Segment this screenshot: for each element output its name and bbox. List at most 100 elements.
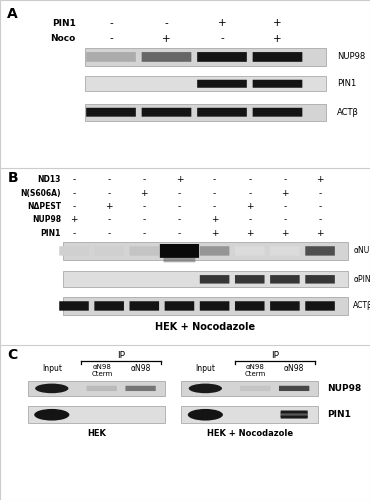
Text: PIN1: PIN1 xyxy=(337,79,356,88)
Text: +: + xyxy=(281,188,289,198)
Text: -: - xyxy=(109,18,113,28)
Text: B: B xyxy=(7,171,18,185)
Text: NUP98: NUP98 xyxy=(337,52,365,62)
FancyBboxPatch shape xyxy=(142,52,191,62)
Text: +: + xyxy=(211,216,218,224)
FancyBboxPatch shape xyxy=(305,246,335,256)
FancyBboxPatch shape xyxy=(94,301,124,310)
FancyBboxPatch shape xyxy=(200,275,229,283)
Text: HEK: HEK xyxy=(87,429,106,438)
FancyBboxPatch shape xyxy=(164,256,195,262)
FancyBboxPatch shape xyxy=(253,108,302,116)
FancyBboxPatch shape xyxy=(305,301,335,310)
Text: αNUP98: αNUP98 xyxy=(353,246,370,256)
Text: ND13: ND13 xyxy=(38,176,61,184)
Text: -: - xyxy=(213,176,216,184)
FancyBboxPatch shape xyxy=(197,108,247,116)
Bar xyxy=(181,406,318,423)
Text: PIN1: PIN1 xyxy=(52,19,76,28)
FancyBboxPatch shape xyxy=(270,246,300,256)
Text: -: - xyxy=(283,202,286,211)
FancyBboxPatch shape xyxy=(165,301,194,310)
FancyBboxPatch shape xyxy=(197,80,247,88)
Text: +: + xyxy=(211,228,218,237)
Text: +: + xyxy=(141,188,148,198)
Text: A: A xyxy=(7,6,18,20)
Text: Input: Input xyxy=(195,364,215,372)
Text: -: - xyxy=(73,202,75,211)
Text: ACTβ: ACTβ xyxy=(353,302,370,310)
Text: +: + xyxy=(316,228,324,237)
FancyBboxPatch shape xyxy=(279,386,309,391)
FancyBboxPatch shape xyxy=(142,108,191,116)
FancyBboxPatch shape xyxy=(59,301,89,310)
Text: -: - xyxy=(143,202,146,211)
Text: αN98
Cterm: αN98 Cterm xyxy=(91,364,112,378)
Text: -: - xyxy=(143,216,146,224)
Text: -: - xyxy=(319,216,322,224)
Text: +: + xyxy=(162,34,171,43)
Text: PIN1: PIN1 xyxy=(41,228,61,237)
Text: -: - xyxy=(283,216,286,224)
FancyBboxPatch shape xyxy=(235,246,265,256)
Text: -: - xyxy=(213,188,216,198)
Text: NΔPEST: NΔPEST xyxy=(27,202,61,211)
Text: +: + xyxy=(70,216,78,224)
Text: +: + xyxy=(176,176,183,184)
Text: +: + xyxy=(281,228,289,237)
Ellipse shape xyxy=(189,384,222,393)
Text: -: - xyxy=(165,18,168,28)
Bar xyxy=(28,380,165,396)
Text: -: - xyxy=(73,188,75,198)
FancyBboxPatch shape xyxy=(253,80,302,88)
Text: C: C xyxy=(7,348,18,362)
Bar xyxy=(63,272,348,287)
Text: -: - xyxy=(248,188,251,198)
Text: NUP98: NUP98 xyxy=(32,216,61,224)
Text: +: + xyxy=(273,34,282,43)
Ellipse shape xyxy=(35,384,68,393)
Text: -: - xyxy=(109,34,113,43)
FancyBboxPatch shape xyxy=(165,246,194,256)
FancyBboxPatch shape xyxy=(280,412,308,417)
Text: +: + xyxy=(246,202,253,211)
Text: +: + xyxy=(218,18,226,28)
FancyBboxPatch shape xyxy=(160,244,199,258)
Text: αPIN1: αPIN1 xyxy=(353,275,370,284)
Bar xyxy=(85,76,326,92)
FancyBboxPatch shape xyxy=(125,386,156,391)
Text: -: - xyxy=(283,176,286,184)
FancyBboxPatch shape xyxy=(235,301,265,310)
FancyBboxPatch shape xyxy=(59,246,89,256)
FancyBboxPatch shape xyxy=(280,410,308,414)
Text: -: - xyxy=(108,228,111,237)
FancyBboxPatch shape xyxy=(130,301,159,310)
FancyBboxPatch shape xyxy=(280,416,308,418)
Text: HEK + Nocodazole: HEK + Nocodazole xyxy=(207,429,293,438)
FancyBboxPatch shape xyxy=(270,275,300,283)
FancyBboxPatch shape xyxy=(86,108,136,116)
Bar xyxy=(63,297,348,315)
Text: NUP98: NUP98 xyxy=(327,384,362,393)
Text: -: - xyxy=(73,228,75,237)
FancyBboxPatch shape xyxy=(253,52,302,62)
Text: -: - xyxy=(178,202,181,211)
Bar xyxy=(85,48,326,66)
Text: HEK + Nocodazole: HEK + Nocodazole xyxy=(155,322,255,332)
Text: Noco: Noco xyxy=(51,34,76,43)
Text: -: - xyxy=(248,216,251,224)
Text: IP: IP xyxy=(271,352,279,360)
FancyBboxPatch shape xyxy=(197,52,247,62)
Text: -: - xyxy=(108,188,111,198)
Text: +: + xyxy=(105,202,113,211)
Bar xyxy=(28,406,165,423)
Text: Input: Input xyxy=(42,364,62,372)
Text: -: - xyxy=(213,202,216,211)
Text: PIN1: PIN1 xyxy=(327,410,351,419)
Bar xyxy=(181,380,318,396)
Text: -: - xyxy=(178,188,181,198)
FancyBboxPatch shape xyxy=(240,386,270,391)
Text: αN98: αN98 xyxy=(130,364,151,372)
Ellipse shape xyxy=(34,409,70,420)
Text: -: - xyxy=(108,176,111,184)
